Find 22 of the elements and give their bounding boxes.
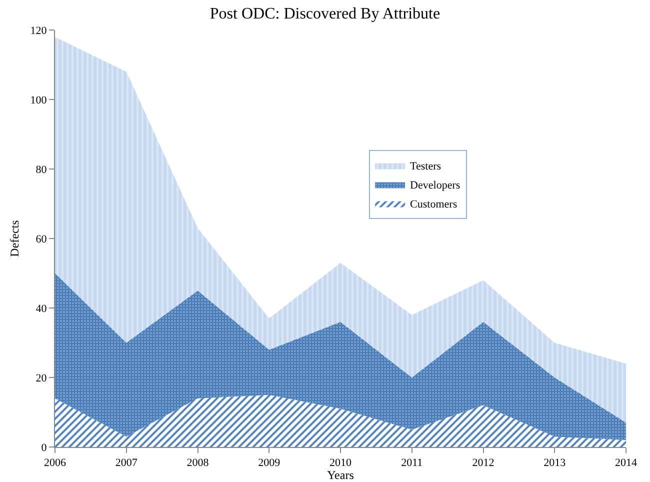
x-tick-label: 2007 (115, 457, 138, 470)
y-tick-label: 20 (36, 372, 48, 384)
x-tick-label: 2011 (401, 457, 423, 470)
x-tick-label: 2013 (544, 457, 566, 470)
x-tick-label: 2010 (330, 457, 352, 470)
chart-title: Post ODC: Discovered By Attribute (210, 5, 440, 22)
y-tick-label: 40 (36, 302, 48, 315)
legend-label: Customers (410, 198, 458, 211)
y-tick-label: 80 (36, 164, 48, 176)
x-tick-label: 2014 (615, 457, 638, 470)
y-tick-label: 0 (41, 442, 48, 454)
legend-label: Developers (410, 180, 460, 192)
y-axis-title: Defects (8, 220, 22, 257)
x-tick-label: 2008 (186, 457, 210, 470)
x-axis-title: Years (327, 468, 354, 482)
legend-label: Testers (410, 160, 442, 173)
y-tick-label: 120 (30, 24, 48, 37)
x-tick-label: 2009 (258, 457, 281, 470)
x-tick-label: 2012 (472, 457, 494, 470)
y-tick-label: 60 (36, 233, 48, 246)
y-tick-label: 100 (30, 94, 48, 106)
x-tick-label: 2006 (44, 457, 66, 470)
